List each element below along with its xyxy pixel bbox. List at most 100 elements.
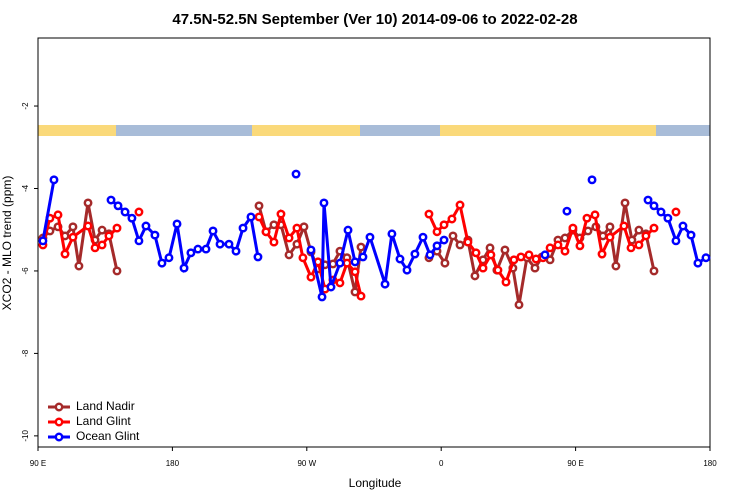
data-point [598, 231, 608, 241]
data-point [246, 212, 256, 222]
data-point [97, 225, 107, 235]
data-point [432, 227, 442, 237]
data-point [83, 221, 93, 231]
data-point [231, 246, 241, 256]
data-point [254, 201, 264, 211]
data-point [663, 213, 673, 223]
data-point [643, 195, 653, 205]
data-point [545, 243, 555, 253]
data-point [540, 250, 550, 260]
data-point [425, 250, 435, 260]
data-point [439, 220, 449, 230]
data-point [447, 214, 457, 224]
data-point [560, 246, 570, 256]
data-point [224, 239, 234, 249]
y-tick-label: -2 [21, 102, 30, 110]
data-point [530, 263, 540, 273]
y-tick-label: -10 [21, 430, 30, 442]
data-point [343, 225, 353, 235]
data-point [284, 233, 294, 243]
data-point [686, 230, 696, 240]
x-tick-label: 90 E [567, 459, 583, 468]
data-point [68, 222, 78, 232]
data-point [649, 201, 659, 211]
chart-title: 47.5N-52.5N September (Ver 10) 2014-09-0… [172, 11, 577, 28]
data-point [284, 250, 294, 260]
data-point [634, 225, 644, 235]
data-point [253, 252, 263, 262]
data-point [317, 292, 327, 302]
plot-frame [37, 37, 711, 448]
data-point [261, 227, 271, 237]
data-point [486, 250, 496, 260]
legend-label: Land Glint [76, 414, 131, 428]
x-tick-label: 180 [703, 459, 717, 468]
data-point [440, 258, 450, 268]
data-point [127, 213, 137, 223]
data-point [306, 245, 316, 255]
legend-label: Ocean Glint [76, 429, 140, 443]
data-point [531, 254, 541, 264]
data-point [671, 207, 681, 217]
data-point [568, 223, 578, 233]
data-point [350, 287, 360, 297]
data-point [342, 258, 352, 268]
data-point [583, 226, 593, 236]
data-point [38, 236, 48, 246]
data-point [97, 240, 107, 250]
data-point [553, 240, 563, 250]
y-tick-label: -4 [21, 184, 30, 192]
data-point [53, 210, 63, 220]
data-point [424, 209, 434, 219]
data-point [193, 244, 203, 254]
data-point [276, 209, 286, 219]
data-point [582, 213, 592, 223]
data-point [620, 198, 630, 208]
data-point [463, 237, 473, 247]
legend-label: Land Nadir [76, 399, 135, 413]
data-point [269, 237, 279, 247]
data-point [501, 277, 511, 287]
x-tick-label: 90 E [30, 459, 46, 468]
data-point [299, 222, 309, 232]
data-point [120, 207, 130, 217]
data-point [112, 266, 122, 276]
data-point [201, 244, 211, 254]
data-point [470, 271, 480, 281]
y-tick-label: -6 [21, 267, 30, 275]
data-point [455, 240, 465, 250]
data-point [641, 231, 651, 241]
x-axis-label: Longitude [349, 476, 402, 490]
data-point [350, 257, 360, 267]
data-point [500, 245, 510, 255]
data-point [326, 282, 336, 292]
data-point [380, 279, 390, 289]
data-point [387, 229, 397, 239]
data-point [164, 253, 174, 263]
data-point [319, 198, 329, 208]
data-point [291, 169, 301, 179]
data-point [562, 206, 572, 216]
data-point [605, 222, 615, 232]
data-point [649, 266, 659, 276]
data-point [106, 195, 116, 205]
data-point [186, 248, 196, 258]
data-point [587, 175, 597, 185]
data-point [619, 221, 629, 231]
data-point [671, 236, 681, 246]
data-point [134, 236, 144, 246]
legend-marker [54, 417, 64, 427]
data-point [113, 201, 123, 211]
data-point [365, 232, 375, 242]
data-point [432, 241, 442, 251]
legend-marker [54, 432, 64, 442]
data-point [649, 223, 659, 233]
data-point [448, 231, 458, 241]
data-point [141, 221, 151, 231]
data-point [701, 253, 711, 263]
data-point [471, 248, 481, 258]
data-point [575, 241, 585, 251]
data-point [60, 231, 70, 241]
data-point [634, 240, 644, 250]
